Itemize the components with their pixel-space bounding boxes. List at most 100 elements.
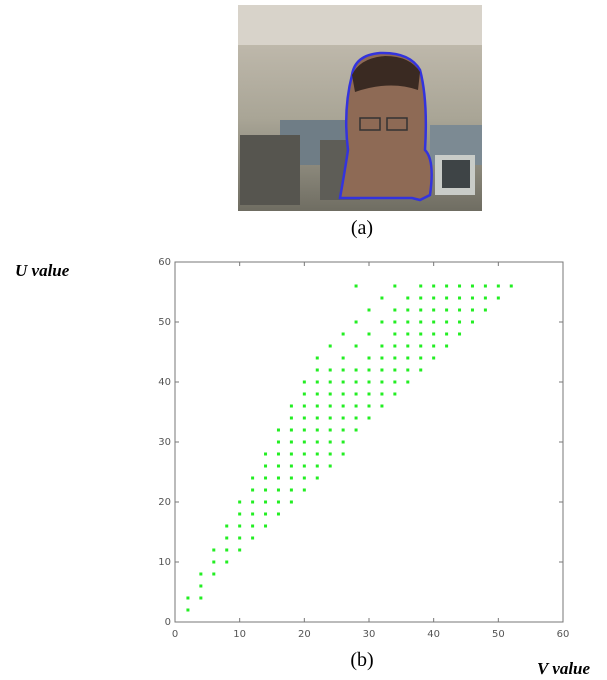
point bbox=[419, 284, 423, 288]
point bbox=[225, 536, 229, 540]
point bbox=[238, 524, 242, 528]
point bbox=[315, 392, 319, 396]
point bbox=[302, 380, 306, 384]
point bbox=[367, 368, 371, 372]
point bbox=[341, 440, 345, 444]
point bbox=[406, 368, 410, 372]
point bbox=[264, 452, 268, 456]
point bbox=[225, 560, 229, 564]
point bbox=[380, 296, 384, 300]
point bbox=[393, 368, 397, 372]
point bbox=[380, 356, 384, 360]
point bbox=[289, 404, 293, 408]
point bbox=[432, 320, 436, 324]
point bbox=[393, 332, 397, 336]
point bbox=[276, 512, 280, 516]
point bbox=[445, 308, 449, 312]
point bbox=[380, 320, 384, 324]
point bbox=[328, 344, 332, 348]
point bbox=[419, 368, 423, 372]
point bbox=[328, 392, 332, 396]
point bbox=[328, 452, 332, 456]
point bbox=[251, 524, 255, 528]
point bbox=[315, 428, 319, 432]
point bbox=[289, 440, 293, 444]
point bbox=[419, 308, 423, 312]
point bbox=[238, 548, 242, 552]
point bbox=[289, 428, 293, 432]
point bbox=[328, 440, 332, 444]
point bbox=[289, 464, 293, 468]
x-tick-label: 0 bbox=[172, 629, 178, 640]
point bbox=[458, 332, 462, 336]
point bbox=[302, 488, 306, 492]
point bbox=[393, 320, 397, 324]
point bbox=[445, 332, 449, 336]
x-tick-label: 30 bbox=[363, 629, 376, 640]
point bbox=[251, 476, 255, 480]
point bbox=[354, 404, 358, 408]
point bbox=[199, 572, 203, 576]
point bbox=[341, 452, 345, 456]
point bbox=[276, 500, 280, 504]
point bbox=[289, 500, 293, 504]
point bbox=[289, 488, 293, 492]
point bbox=[302, 428, 306, 432]
point bbox=[406, 344, 410, 348]
point bbox=[276, 464, 280, 468]
point bbox=[328, 416, 332, 420]
point bbox=[380, 404, 384, 408]
point bbox=[419, 344, 423, 348]
point bbox=[315, 368, 319, 372]
point bbox=[328, 464, 332, 468]
point bbox=[419, 296, 423, 300]
point bbox=[186, 596, 190, 600]
y-tick-label: 30 bbox=[158, 437, 171, 448]
point bbox=[199, 584, 203, 588]
photo bbox=[238, 5, 482, 211]
point bbox=[354, 368, 358, 372]
x-tick-label: 60 bbox=[557, 629, 570, 640]
point bbox=[458, 320, 462, 324]
point bbox=[302, 464, 306, 468]
plot: 0 10 20 30 40 50 60 0 10 20 30 40 50 60 bbox=[158, 257, 569, 640]
point bbox=[354, 344, 358, 348]
point bbox=[406, 356, 410, 360]
point bbox=[367, 392, 371, 396]
point bbox=[354, 428, 358, 432]
point bbox=[212, 548, 216, 552]
point bbox=[470, 284, 474, 288]
point bbox=[419, 356, 423, 360]
point bbox=[483, 296, 487, 300]
point bbox=[393, 344, 397, 348]
point bbox=[419, 320, 423, 324]
point bbox=[251, 536, 255, 540]
point bbox=[328, 368, 332, 372]
point bbox=[264, 464, 268, 468]
point bbox=[315, 416, 319, 420]
point bbox=[406, 308, 410, 312]
point bbox=[341, 392, 345, 396]
y-tick-label: 60 bbox=[158, 257, 171, 268]
x-axis-label: V value bbox=[537, 659, 591, 678]
point bbox=[341, 332, 345, 336]
point bbox=[341, 356, 345, 360]
point bbox=[393, 392, 397, 396]
point bbox=[276, 488, 280, 492]
point bbox=[328, 380, 332, 384]
point bbox=[406, 380, 410, 384]
plot-frame bbox=[174, 261, 564, 623]
point bbox=[302, 404, 306, 408]
point bbox=[380, 368, 384, 372]
point bbox=[445, 320, 449, 324]
point bbox=[470, 308, 474, 312]
point bbox=[341, 416, 345, 420]
point bbox=[354, 392, 358, 396]
point bbox=[225, 548, 229, 552]
point bbox=[225, 524, 229, 528]
caption-b: (b) bbox=[350, 649, 373, 671]
point bbox=[315, 452, 319, 456]
y-tick-label: 20 bbox=[158, 497, 171, 508]
point bbox=[432, 332, 436, 336]
